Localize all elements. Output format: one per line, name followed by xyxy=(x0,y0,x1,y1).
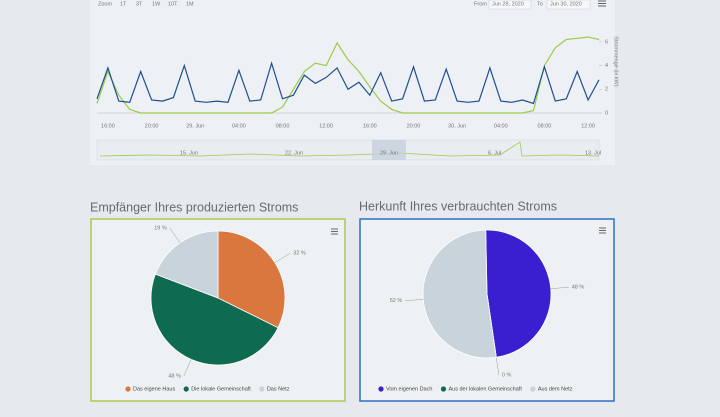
legend-label: Vom eigenen Dach xyxy=(386,386,432,392)
legend-label: Das eigene Haus xyxy=(133,386,175,392)
x-tick-label: 12:00 xyxy=(319,123,333,129)
label-leader xyxy=(496,357,500,376)
x-tick-label: 16:00 xyxy=(363,123,377,129)
x-tick-label: 20:00 xyxy=(145,123,159,129)
x-tick-label: 04:00 xyxy=(232,123,246,129)
label-leader xyxy=(405,299,424,302)
range-button[interactable]: 10T xyxy=(168,1,178,7)
x-tick-label: 20:00 xyxy=(407,123,421,129)
x-tick-label: 16:00 xyxy=(101,123,115,129)
menu-icon[interactable] xyxy=(331,228,338,235)
legend-label: Aus dem Netz xyxy=(538,386,573,392)
navigator-label: 15. Jun xyxy=(180,150,198,156)
navigator[interactable] xyxy=(96,139,600,161)
y-axis-label: Strommenge (in kW) xyxy=(613,36,619,87)
label-leader xyxy=(183,359,192,376)
navigator-label: 29. Jun xyxy=(380,150,398,156)
legend-marker xyxy=(259,386,265,392)
pie-slice xyxy=(485,229,552,358)
from-input[interactable] xyxy=(488,0,532,10)
navigator-label: 22. Jun xyxy=(285,150,303,156)
legend-marker xyxy=(440,386,447,392)
range-button[interactable]: 1T xyxy=(120,1,127,7)
y-tick-label: 4 xyxy=(605,63,608,69)
data-label: 48 % xyxy=(168,373,181,379)
range-button[interactable]: 1M xyxy=(186,1,194,7)
data-label: 32 % xyxy=(293,251,306,257)
data-label: 0 % xyxy=(502,373,512,379)
menu-icon[interactable] xyxy=(599,227,606,234)
data-label: 19 % xyxy=(154,225,167,231)
from-date: Jun 28, 2020 xyxy=(492,1,524,7)
x-tick-label: 12:00 xyxy=(581,123,595,129)
pie-slice xyxy=(154,230,219,299)
x-tick-label: 04:00 xyxy=(494,123,508,129)
legend-label: Das Netz xyxy=(267,386,290,392)
navigator-label: 6. Jul xyxy=(488,150,501,156)
legend-marker xyxy=(378,386,384,392)
line-panel xyxy=(90,0,615,165)
label-leader xyxy=(169,227,181,243)
pie-title: Herkunft Ihres verbrauchten Stroms xyxy=(359,199,557,213)
to-input[interactable] xyxy=(546,0,591,10)
x-tick-label: 08:00 xyxy=(276,123,290,129)
data-label: 52 % xyxy=(390,298,403,304)
to-date: Jun 30, 2020 xyxy=(550,1,582,7)
navigator-label: 13. Jul xyxy=(585,150,601,156)
to-label: To xyxy=(537,1,543,7)
legend-label: Die lokale Gemeinschaft xyxy=(191,386,251,392)
legend-marker xyxy=(125,386,131,392)
from-label: From xyxy=(474,1,487,7)
line-series xyxy=(96,61,600,105)
x-tick-label: 08:00 xyxy=(538,123,552,129)
pie-title: Empfänger Ihres produzierten Stroms xyxy=(90,200,298,214)
menu-icon[interactable] xyxy=(598,0,606,7)
line-series xyxy=(96,36,600,114)
legend-label: Aus der lokalen Gemeinschaft xyxy=(448,386,522,392)
range-button[interactable]: 3T xyxy=(136,1,143,7)
data-label: 48 % xyxy=(572,285,585,291)
y-tick-label: 0 xyxy=(605,110,608,116)
y-tick-label: 2 xyxy=(605,87,608,93)
x-tick-label: 29. Jun xyxy=(186,123,204,129)
legend-marker xyxy=(530,386,536,392)
range-button[interactable]: 1W xyxy=(152,1,161,7)
navigator-window[interactable] xyxy=(372,140,406,160)
label-leader xyxy=(274,252,291,263)
x-tick-label: 30. Jun xyxy=(448,123,466,129)
zoom-label: Zoom xyxy=(98,1,112,7)
y-tick-label: 6 xyxy=(605,39,608,45)
legend-marker xyxy=(183,386,189,392)
label-leader xyxy=(550,286,569,289)
